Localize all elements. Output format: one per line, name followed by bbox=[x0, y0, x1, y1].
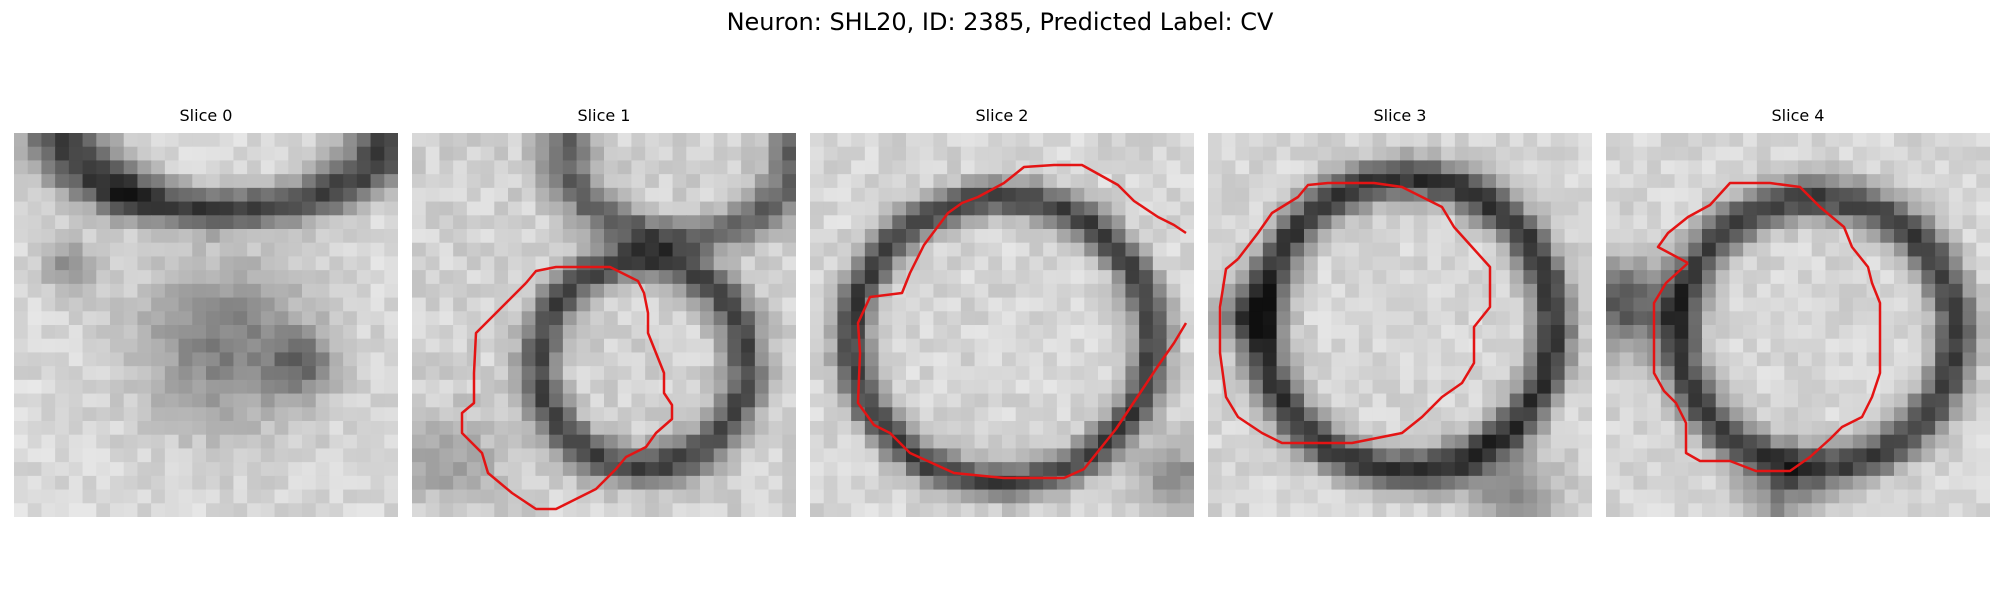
slice-title-2: Slice 2 bbox=[975, 106, 1029, 125]
slice-image-3 bbox=[1208, 133, 1592, 517]
segmentation-contour bbox=[460, 265, 674, 511]
segmentation-contour bbox=[1218, 181, 1492, 445]
segmentation-contour bbox=[1652, 181, 1882, 473]
slice-image-2 bbox=[810, 133, 1194, 517]
figure-title: Neuron: SHL20, ID: 2385, Predicted Label… bbox=[726, 8, 1274, 36]
slice-image-0 bbox=[14, 133, 398, 517]
slice-title-0: Slice 0 bbox=[179, 106, 233, 125]
slice-title-3: Slice 3 bbox=[1373, 106, 1427, 125]
slice-title-1: Slice 1 bbox=[577, 106, 631, 125]
segmentation-contour bbox=[856, 163, 1188, 480]
slice-image-4 bbox=[1606, 133, 1990, 517]
slice-title-4: Slice 4 bbox=[1771, 106, 1825, 125]
slice-image-1 bbox=[412, 133, 796, 517]
